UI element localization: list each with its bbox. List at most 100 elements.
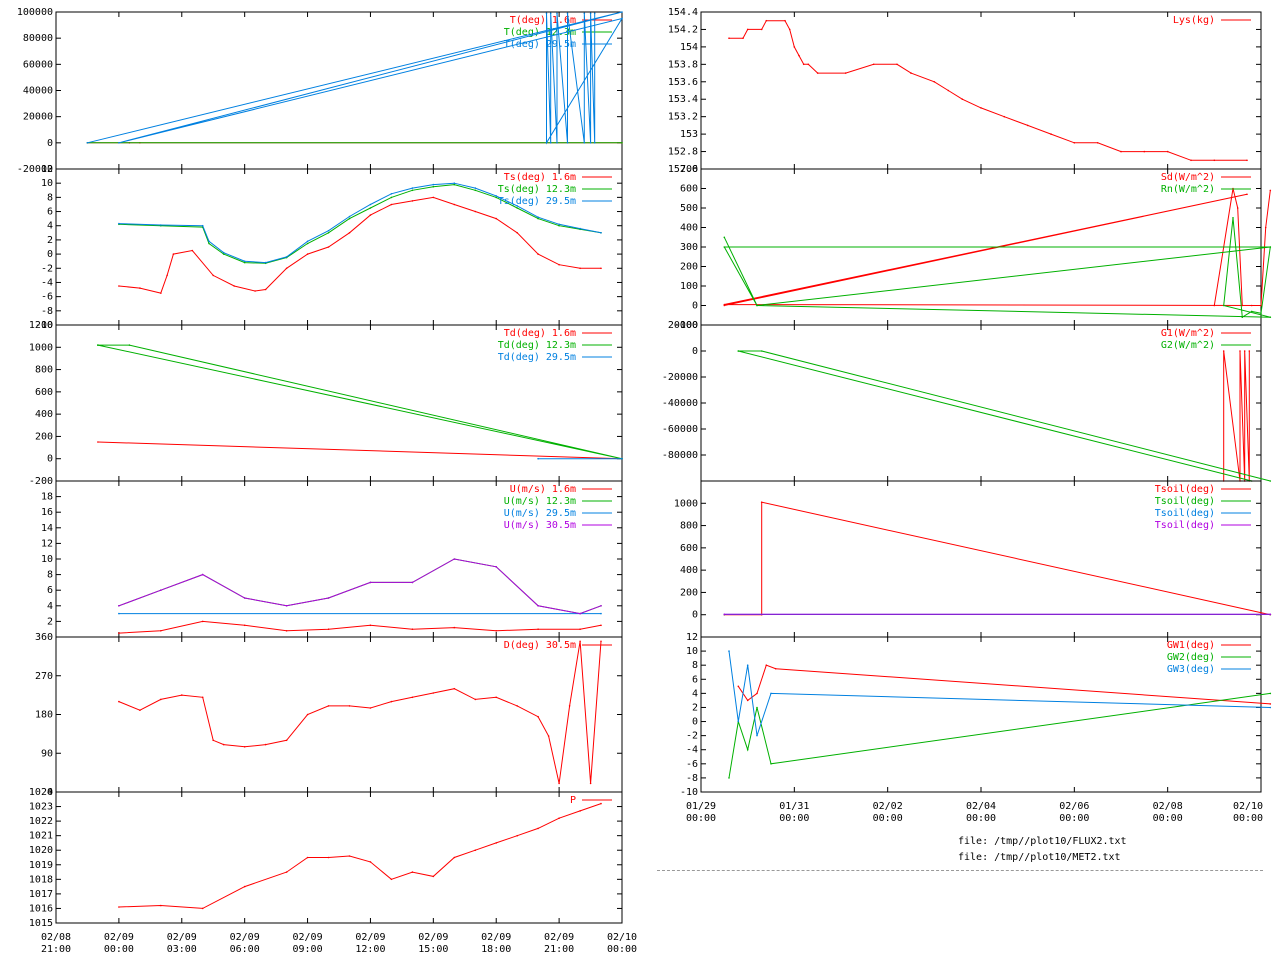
data-point-10-1-2 — [746, 748, 749, 751]
x-tick-label-time-left-5: 12:00 — [355, 944, 385, 955]
data-point-7-0-1 — [1246, 193, 1248, 196]
data-point-3-2-0 — [118, 612, 120, 615]
y-tick-label-4-0: 0 — [47, 787, 53, 798]
data-point-0-2-10 — [566, 142, 569, 144]
x-tick-label-date-right-0: 01/29 — [686, 801, 716, 812]
legend-label-2-2: Td(deg) 29.5m — [498, 352, 576, 363]
data-point-4-0-1 — [139, 709, 141, 711]
x-tick-label-time-left-6: 15:00 — [418, 944, 448, 955]
data-point-7-1-2 — [723, 246, 726, 248]
data-point-7-0-12 — [1269, 189, 1272, 192]
data-point-1-0-6 — [212, 274, 214, 277]
y-tick-label-6-6: 153.8 — [668, 59, 698, 70]
data-point-0-2-5 — [545, 12, 548, 15]
data-point-5-0-19 — [600, 802, 602, 805]
data-point-3-3-12 — [600, 605, 602, 607]
data-point-1-1-5 — [243, 261, 246, 264]
x-tick-label-time-left-4: 09:00 — [293, 944, 323, 955]
series-line-8-0 — [1223, 350, 1250, 482]
data-point-1-1-16 — [474, 189, 477, 192]
legend-label-9-1: Tsoil(deg) — [1155, 496, 1215, 507]
data-point-9-0-2 — [760, 501, 763, 504]
y-tick-label-1-0: -10 — [35, 320, 53, 331]
data-point-3-0-9 — [495, 630, 498, 632]
data-point-10-2-2 — [746, 664, 749, 666]
data-point-1-2-8 — [306, 240, 309, 243]
file-info: file: /tmp//plot10/FLUX2.txt file: /tmp/… — [958, 834, 1127, 866]
data-point-0-2-0 — [86, 142, 89, 144]
data-point-5-0-7 — [348, 855, 351, 857]
y-tick-label-8-2: -40000 — [662, 398, 698, 409]
legend-label-10-0: GW1(deg) — [1167, 640, 1215, 651]
legend-label-8-1: G2(W/m^2) — [1161, 340, 1215, 351]
data-point-4-0-27 — [600, 640, 602, 643]
data-point-5-0-3 — [243, 885, 246, 888]
data-point-6-0-22 — [1050, 133, 1052, 135]
y-tick-label-3-4: 10 — [41, 554, 53, 565]
y-tick-label-2-1: 0 — [47, 454, 53, 465]
legend-label-2-0: Td(deg) 1.6m — [504, 328, 576, 339]
y-tick-label-2-6: 1000 — [29, 342, 53, 353]
data-point-6-0-14 — [896, 63, 898, 66]
data-point-7-1-0 — [723, 236, 726, 239]
y-tick-label-2-0: -200 — [29, 476, 53, 487]
y-tick-label-7-5: 400 — [680, 223, 698, 234]
data-point-3-0-2 — [201, 620, 204, 623]
data-point-6-0-18 — [961, 98, 964, 100]
data-point-6-0-19 — [980, 107, 982, 109]
data-point-1-0-0 — [118, 285, 120, 287]
data-point-8-1-3 — [760, 350, 763, 352]
y-tick-label-4-1: 90 — [41, 748, 53, 759]
data-point-5-0-18 — [579, 810, 581, 812]
y-tick-label-5-7: 1022 — [29, 816, 53, 827]
data-point-8-0-5 — [1243, 350, 1246, 352]
data-point-1-0-5 — [191, 249, 194, 252]
data-point-1-2-7 — [285, 256, 288, 258]
data-point-4-0-18 — [474, 698, 477, 701]
y-tick-label-5-8: 1023 — [29, 802, 53, 813]
y-tick-label-1-4: -2 — [41, 263, 53, 274]
data-point-0-1-1 — [621, 142, 623, 144]
legend-label-3-2: U(m/s) 29.5m — [504, 508, 576, 519]
data-point-6-0-8 — [798, 54, 800, 57]
y-tick-label-6-2: 153 — [680, 129, 698, 140]
y-tick-label-7-3: 200 — [680, 262, 698, 273]
data-point-1-2-22 — [600, 232, 602, 234]
separator-line — [657, 870, 1263, 871]
data-point-1-1-12 — [390, 196, 393, 199]
data-point-1-1-11 — [369, 207, 372, 209]
data-point-1-1-3 — [208, 242, 210, 245]
x-tick-label-time-left-2: 03:00 — [167, 944, 197, 955]
data-point-4-0-12 — [348, 705, 351, 707]
y-tick-label-10-0: -10 — [680, 787, 698, 798]
data-point-3-3-8 — [453, 558, 456, 560]
data-point-7-1-5 — [1269, 316, 1272, 319]
data-point-4-0-3 — [181, 694, 183, 696]
y-tick-label-1-11: 12 — [41, 164, 53, 175]
legend-label-8-0: G1(W/m^2) — [1161, 328, 1215, 339]
y-tick-label-2-2: 200 — [35, 431, 53, 442]
data-point-10-1-0 — [728, 777, 730, 779]
y-tick-label-7-4: 300 — [680, 242, 698, 253]
data-point-1-2-2 — [201, 224, 204, 227]
x-tick-label-time-right-5: 00:00 — [1153, 813, 1183, 824]
file-line-flux: file: /tmp//plot10/FLUX2.txt — [958, 836, 1127, 847]
plot-frame-5 — [55, 791, 623, 924]
y-tick-label-6-4: 153.4 — [668, 94, 698, 105]
data-point-3-0-8 — [453, 626, 456, 629]
y-tick-label-0-1: 0 — [47, 138, 53, 149]
data-point-1-0-13 — [348, 232, 351, 234]
data-point-0-2-14 — [589, 142, 592, 144]
y-tick-label-9-1: 200 — [680, 587, 698, 598]
x-tick-label-date-left-0: 02/08 — [41, 932, 71, 943]
data-point-1-0-10 — [285, 267, 288, 270]
data-point-1-1-17 — [495, 196, 498, 199]
y-tick-label-1-5: 0 — [47, 249, 53, 260]
legend-label-0-0: T(deg) 1.6m — [510, 15, 576, 26]
data-point-10-2-0 — [728, 650, 730, 652]
data-point-4-0-13 — [369, 707, 372, 709]
y-tick-label-8-0: -80000 — [662, 450, 698, 461]
legend-label-1-1: Ts(deg) 12.3m — [498, 184, 576, 195]
y-tick-label-0-5: 80000 — [23, 33, 53, 44]
data-point-1-1-8 — [306, 242, 309, 245]
